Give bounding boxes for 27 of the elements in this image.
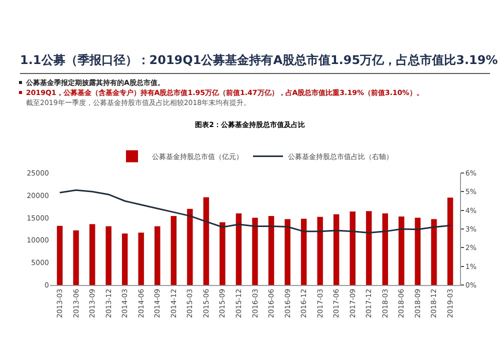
bar bbox=[414, 218, 421, 285]
bar bbox=[56, 226, 63, 285]
bar bbox=[236, 213, 242, 285]
bar bbox=[73, 230, 79, 285]
bar bbox=[350, 212, 356, 285]
bar bbox=[187, 208, 193, 285]
bar bbox=[252, 218, 258, 285]
bar bbox=[268, 216, 274, 285]
bar bbox=[89, 224, 96, 285]
bar bbox=[398, 216, 404, 285]
bar bbox=[154, 226, 160, 285]
bar bbox=[300, 218, 307, 285]
bar bbox=[317, 216, 323, 285]
bar bbox=[122, 233, 128, 285]
chart-title: 1.1公募（季报口径）：2019Q1公募基金持有A股总市值1.95万亿，占总市值比3.19% bbox=[20, 52, 498, 69]
bar bbox=[334, 214, 340, 285]
bar bbox=[284, 219, 290, 285]
bar bbox=[447, 198, 454, 285]
bar bbox=[382, 213, 388, 285]
bar bbox=[203, 197, 210, 285]
bar bbox=[138, 232, 144, 285]
line-series bbox=[59, 189, 451, 234]
bar bbox=[431, 219, 437, 285]
bar bbox=[170, 216, 176, 285]
bar bbox=[366, 211, 372, 285]
bar bbox=[106, 226, 112, 285]
bar bbox=[220, 222, 226, 285]
